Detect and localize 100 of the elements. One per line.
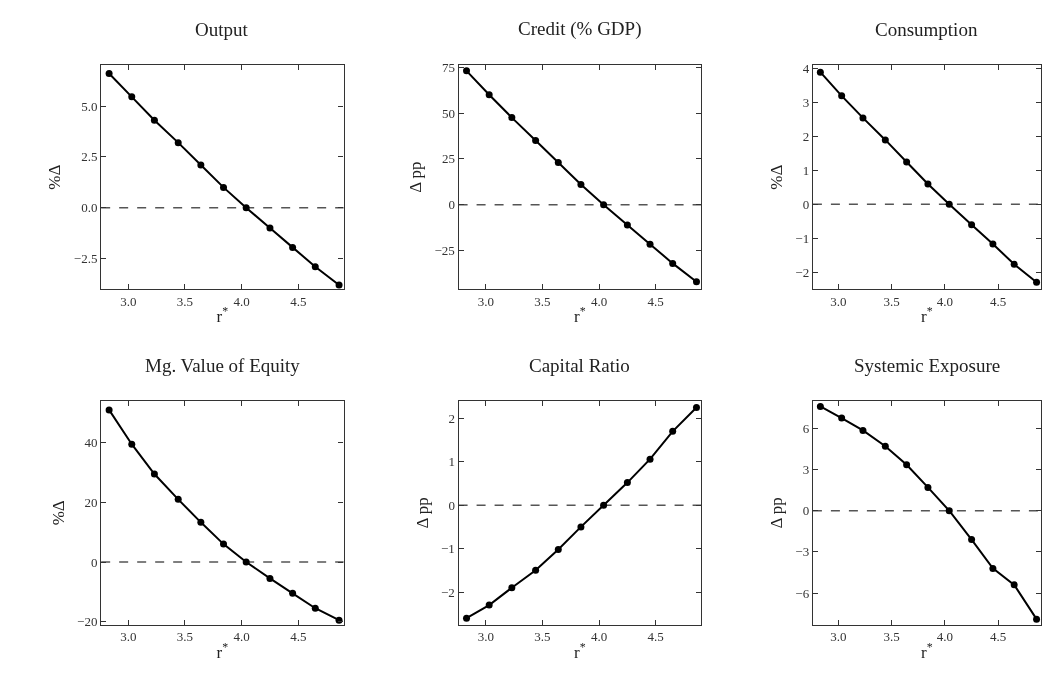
point — [945, 507, 953, 515]
y-tick-label: 1 — [802, 162, 810, 178]
point — [508, 584, 516, 592]
y-tick-label: 1 — [448, 454, 455, 470]
point — [881, 136, 889, 144]
point — [1010, 260, 1018, 268]
x-tick-label: 3.5 — [883, 293, 900, 309]
x-tick-label: 4.5 — [290, 293, 307, 309]
point — [903, 158, 911, 166]
y-tick-label: −1 — [441, 541, 455, 557]
y-tick-label: 0 — [802, 196, 810, 212]
y-tick-label: 3 — [802, 462, 810, 478]
x-tick-label: 3.0 — [830, 629, 847, 645]
y-tick-label: −2.5 — [73, 251, 98, 267]
point — [838, 414, 846, 422]
y-tick-label: 25 — [441, 151, 455, 167]
y-tick-label: 0.0 — [81, 200, 98, 216]
x-tick-label: 3.0 — [120, 293, 137, 309]
y-tick-label: 0 — [802, 503, 810, 519]
point — [105, 69, 113, 77]
point — [646, 240, 654, 248]
x-tick-label: 3.5 — [534, 629, 551, 645]
point — [816, 68, 824, 76]
point — [197, 518, 205, 526]
y-axis-title: %Δ — [766, 164, 786, 190]
y-tick-label: −25 — [434, 243, 455, 259]
y-axis-title: Δ pp — [406, 161, 426, 193]
x-tick-label: 3.0 — [477, 629, 494, 645]
point — [289, 243, 297, 251]
point — [174, 139, 182, 147]
chart-title: Output — [195, 19, 249, 40]
point — [532, 137, 540, 145]
y-tick-label: 5.0 — [81, 98, 98, 114]
y-tick-label: −3 — [795, 544, 810, 560]
x-tick-label: 3.5 — [176, 293, 194, 309]
x-tick-label: 4.0 — [936, 293, 954, 309]
point — [669, 259, 677, 267]
y-tick-label: 6 — [802, 420, 810, 436]
point — [577, 181, 585, 189]
chart-title: Mg. Value of Equity — [145, 355, 301, 376]
point — [1033, 615, 1041, 623]
point — [945, 200, 953, 208]
y-axis-title: %Δ — [45, 164, 65, 190]
x-tick-label: 4.5 — [647, 629, 664, 645]
point — [692, 278, 700, 286]
point — [692, 403, 700, 411]
x-axis-title: r$^{*}$ — [921, 304, 933, 327]
point — [600, 501, 608, 509]
y-tick-label: 2.5 — [81, 149, 98, 165]
point — [311, 263, 319, 271]
x-tick-label: 4.5 — [990, 629, 1007, 645]
y-tick-label: 3 — [802, 95, 810, 111]
point — [463, 614, 471, 622]
y-tick-label: 0 — [90, 554, 98, 570]
point — [968, 221, 976, 229]
x-tick-label: 4.0 — [590, 293, 608, 309]
x-tick-label: 3.0 — [477, 293, 494, 309]
y-tick-label: −2 — [795, 264, 810, 280]
y-tick-label: 0 — [448, 497, 455, 513]
x-axis-title: r$^{*}$ — [216, 304, 229, 327]
point — [838, 92, 846, 100]
x-axis-title: r$^{*}$ — [573, 304, 586, 327]
point — [816, 402, 824, 410]
x-tick-label: 3.5 — [176, 629, 194, 645]
y-tick-label: 50 — [441, 105, 455, 121]
point — [242, 558, 250, 566]
point — [859, 114, 867, 122]
x-tick-label: 4.0 — [590, 629, 608, 645]
chart-title: Capital Ratio — [529, 355, 630, 376]
point — [150, 116, 158, 124]
point — [242, 204, 250, 212]
chart-title: Consumption — [875, 19, 978, 40]
point — [577, 523, 585, 531]
point — [1033, 278, 1041, 286]
y-tick-label: 2 — [448, 410, 455, 426]
y-axis-title: %Δ — [48, 500, 68, 526]
point — [903, 461, 911, 469]
chart-title: Credit (% GDP) — [518, 18, 642, 40]
x-axis-title: r$^{*}$ — [573, 639, 586, 662]
x-tick-label: 4.5 — [290, 629, 307, 645]
point — [128, 440, 136, 448]
x-tick-label: 4.0 — [233, 293, 250, 309]
x-tick-label: 4.5 — [647, 293, 664, 309]
y-tick-label: 20 — [84, 494, 98, 510]
point — [968, 536, 976, 544]
point — [220, 183, 228, 191]
x-axis-title: r$^{*}$ — [921, 639, 933, 662]
x-axis-title: r$^{*}$ — [216, 639, 229, 662]
y-tick-label: −2 — [441, 584, 455, 600]
x-tick-label: 3.0 — [120, 629, 137, 645]
x-tick-label: 4.5 — [990, 293, 1007, 309]
y-tick-label: 0 — [448, 197, 455, 213]
point — [924, 483, 932, 491]
point — [1010, 581, 1018, 589]
point — [289, 589, 297, 597]
chart-title: Systemic Exposure — [854, 355, 1001, 376]
y-axis-title: Δ pp — [766, 497, 786, 529]
x-tick-label: 4.0 — [233, 629, 250, 645]
y-tick-label: −6 — [795, 585, 810, 601]
point — [174, 495, 182, 503]
